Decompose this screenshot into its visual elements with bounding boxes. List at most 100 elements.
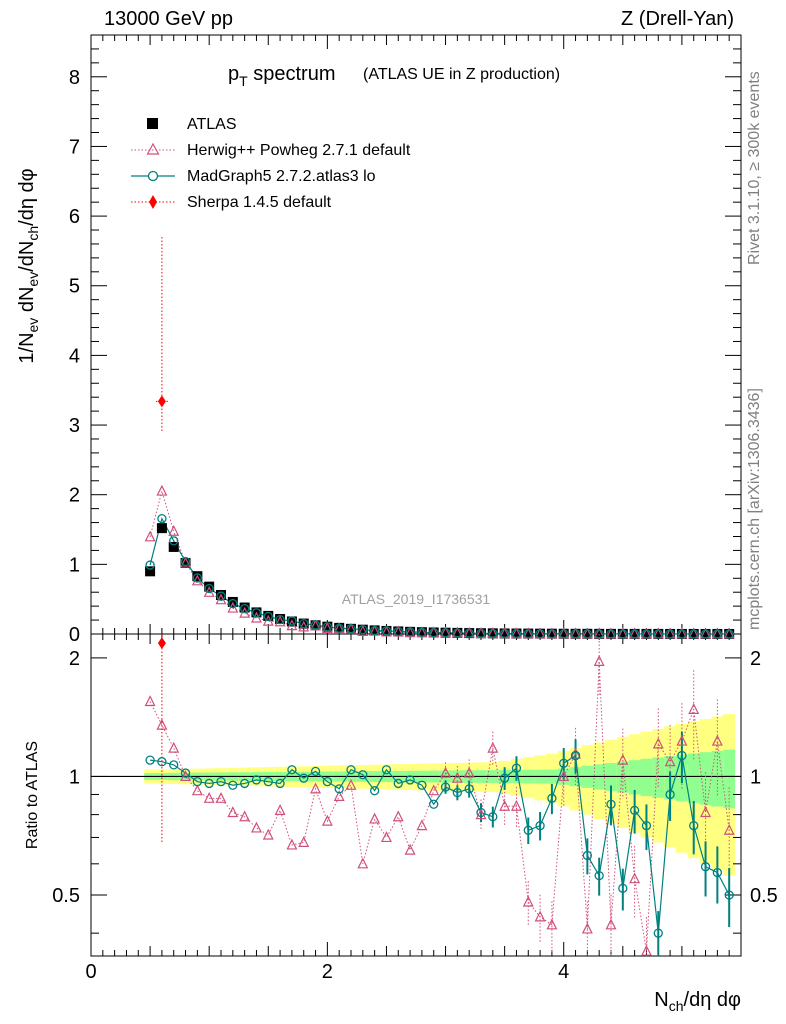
madgraph-point bbox=[677, 629, 687, 639]
madgraph-point bbox=[369, 626, 380, 636]
herwig-ratio-point bbox=[499, 799, 511, 811]
y-tick-label: 7 bbox=[69, 136, 80, 158]
madgraph-point bbox=[322, 622, 333, 632]
band-stat-uncertainty bbox=[640, 758, 653, 797]
atlas-point bbox=[440, 627, 451, 638]
y-tick-label: 0 bbox=[69, 624, 80, 646]
band-stat-uncertainty bbox=[699, 752, 712, 805]
herwig-ratio-point bbox=[239, 810, 251, 822]
herwig-ratio-point bbox=[487, 741, 499, 753]
legend-label-atlas: ATLAS bbox=[187, 116, 237, 133]
madgraph-ratio-point bbox=[169, 760, 179, 770]
madgraph-point bbox=[346, 623, 356, 634]
herwig-point bbox=[168, 524, 180, 536]
herwig-ratio-point bbox=[310, 782, 322, 794]
legend-marker-madgraph bbox=[147, 170, 159, 182]
madgraph-point bbox=[310, 620, 321, 630]
madgraph-ratio-point bbox=[559, 758, 569, 768]
herwig-ratio-point bbox=[345, 778, 357, 790]
atlas-point bbox=[334, 622, 345, 633]
madgraph-point bbox=[381, 626, 392, 636]
y-tick-label: 2 bbox=[69, 485, 80, 507]
atlas-point bbox=[523, 628, 534, 639]
madgraph-point bbox=[499, 628, 510, 639]
atlas-point bbox=[700, 628, 711, 639]
atlas-point bbox=[310, 620, 321, 631]
herwig-point bbox=[310, 619, 322, 631]
herwig-ratio-point bbox=[156, 718, 168, 730]
legend-marker-sherpa bbox=[149, 195, 157, 209]
madgraph-ratio-point bbox=[358, 770, 368, 780]
herwig-ratio-point bbox=[298, 836, 310, 848]
herwig-ratio-point bbox=[321, 814, 333, 826]
legend-label-sherpa: Sherpa 1.4.5 default bbox=[187, 194, 332, 211]
atlas-point bbox=[393, 626, 404, 637]
herwig-ratio-point bbox=[711, 734, 723, 746]
madgraph-ratio-point bbox=[606, 799, 616, 809]
madgraph-point bbox=[653, 629, 663, 639]
atlas-point bbox=[168, 541, 179, 552]
herwig-ratio-point bbox=[605, 918, 617, 930]
herwig-ratio-point bbox=[428, 784, 440, 796]
herwig-ratio-point bbox=[250, 821, 262, 833]
process-label: Z (Drell-Yan) bbox=[621, 8, 734, 30]
x-axis-title: Nch/dη dφ bbox=[654, 989, 741, 1014]
herwig-point bbox=[321, 622, 333, 633]
madgraph-ratio-point bbox=[346, 765, 356, 775]
madgraph-ratio-point bbox=[618, 883, 628, 893]
atlas-point bbox=[298, 618, 309, 629]
madgraph-ratio-point bbox=[511, 763, 522, 773]
ratio-y-axis-title: Ratio to ATLAS bbox=[24, 741, 41, 849]
sherpa-ratio-point bbox=[157, 637, 166, 650]
herwig-ratio-point bbox=[380, 831, 392, 843]
herwig-point bbox=[250, 611, 262, 623]
herwig-ratio-point bbox=[546, 918, 558, 930]
herwig-ratio-point bbox=[700, 806, 712, 818]
madgraph-point bbox=[618, 629, 628, 639]
atlas-point bbox=[428, 627, 439, 638]
madgraph-ratio-point bbox=[334, 784, 344, 794]
madgraph-ratio-point bbox=[287, 765, 297, 775]
y-tick-label: 1 bbox=[69, 554, 80, 576]
madgraph-point bbox=[511, 628, 522, 639]
atlas-point bbox=[346, 623, 356, 634]
madgraph-point bbox=[476, 628, 486, 639]
madgraph-ratio-point bbox=[251, 775, 262, 785]
madgraph-point bbox=[393, 626, 403, 637]
atlas-point bbox=[688, 628, 699, 639]
madgraph-ratio-point bbox=[594, 870, 604, 881]
legend-marker-herwig bbox=[146, 142, 160, 155]
band-stat-uncertainty bbox=[628, 760, 641, 795]
madgraph-point bbox=[216, 591, 226, 601]
ratio-tick-label-left: 0.5 bbox=[52, 885, 80, 907]
madgraph-ratio-point bbox=[310, 766, 321, 777]
herwig-ratio-point bbox=[664, 755, 676, 767]
herwig-ratio-point bbox=[168, 741, 180, 753]
herwig-ratio-point bbox=[144, 695, 156, 707]
madgraph-ratio-point bbox=[452, 787, 463, 798]
madgraph-point bbox=[417, 627, 427, 637]
madgraph-ratio-point bbox=[369, 786, 380, 796]
herwig-point bbox=[156, 484, 168, 496]
madgraph-point bbox=[665, 629, 675, 639]
madgraph-point bbox=[157, 513, 167, 524]
madgraph-ratio-point bbox=[381, 765, 392, 775]
madgraph-point bbox=[582, 629, 593, 639]
atlas-point bbox=[499, 628, 510, 639]
herwig-ratio-point bbox=[570, 747, 582, 759]
madgraph-ratio-point bbox=[204, 778, 214, 789]
ratio-tick-label-left: 1 bbox=[69, 766, 80, 788]
madgraph-point bbox=[629, 629, 640, 639]
herwig-ratio-point bbox=[440, 766, 452, 778]
herwig-ratio-point bbox=[357, 857, 369, 869]
main-series bbox=[144, 236, 735, 639]
atlas-point bbox=[145, 566, 156, 577]
x-tick-label: 0 bbox=[85, 961, 96, 983]
atlas-point bbox=[665, 628, 676, 639]
madgraph-ratio-point bbox=[488, 812, 498, 822]
legend-label-herwig: Herwig++ Powheg 2.7.1 default bbox=[187, 142, 411, 159]
madgraph-point bbox=[559, 629, 569, 639]
madgraph-ratio-point bbox=[547, 793, 557, 803]
mcplots-label: mcplots.cern.ch [arXiv:1306.3436] bbox=[746, 388, 763, 630]
